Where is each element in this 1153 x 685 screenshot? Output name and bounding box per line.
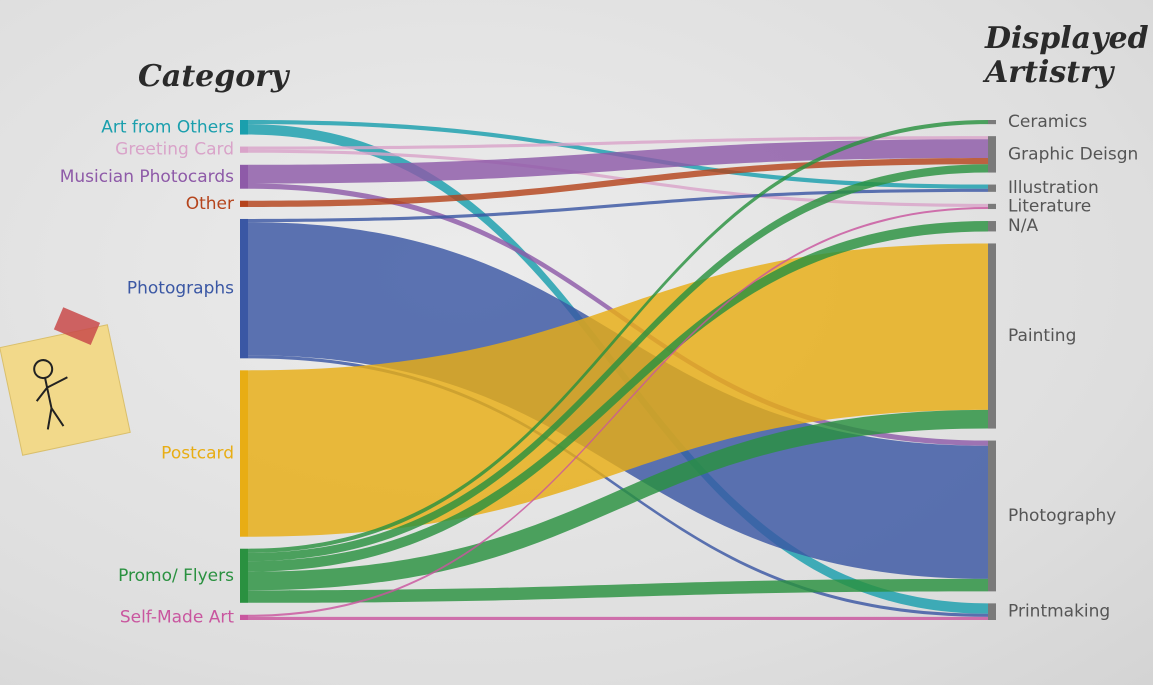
flow [248, 136, 988, 150]
source-bar [240, 146, 248, 153]
target-label: Ceramics [1008, 112, 1087, 132]
source-bar [240, 120, 248, 135]
source-bar [240, 218, 248, 359]
source-bar [240, 614, 248, 620]
flow [248, 164, 988, 562]
source-label: Musician Photocards [60, 167, 234, 187]
flow [248, 355, 988, 617]
source-label: Self-Made Art [120, 607, 235, 627]
target-label: Printmaking [1008, 602, 1110, 622]
flow [248, 139, 988, 184]
flow [248, 409, 988, 591]
target-bar [988, 184, 996, 192]
flow [248, 158, 988, 207]
source-title: Category [138, 59, 289, 94]
source-label: Photographs [127, 279, 234, 299]
source-bar [240, 164, 248, 189]
target-bar [988, 243, 996, 429]
source-bar [240, 548, 248, 603]
flow [248, 206, 988, 617]
target-bar [988, 120, 996, 125]
flow [248, 120, 988, 553]
source-label: Other [186, 194, 234, 214]
target-bar [988, 221, 996, 232]
target-label: Photography [1008, 506, 1116, 526]
source-label: Promo/ Flyers [118, 566, 234, 586]
tape [53, 307, 101, 345]
source-label: Greeting Card [115, 140, 234, 160]
source-label: Postcard [161, 444, 234, 464]
source-label: Art from Others [101, 117, 234, 137]
target-bar [988, 603, 996, 620]
target-bar [988, 203, 996, 210]
target-label: Graphic Deisgn [1008, 144, 1138, 164]
flow [248, 221, 988, 572]
flow [248, 578, 988, 603]
note-paper [0, 324, 131, 456]
target-label: Illustration [1008, 178, 1099, 198]
flow [248, 243, 988, 537]
target-label: Painting [1008, 326, 1076, 346]
target-label: N/A [1008, 216, 1038, 236]
target-label: Literature [1008, 196, 1091, 216]
flow [248, 616, 988, 620]
source-bar [240, 200, 248, 207]
flow [248, 149, 988, 207]
flow [248, 188, 988, 223]
doodle-body [35, 376, 68, 430]
target-bar [988, 440, 996, 592]
source-bar [240, 370, 248, 537]
target-bar [988, 136, 996, 173]
target-title: Displayed Artistry [985, 21, 1149, 90]
sticky-note [0, 307, 131, 456]
